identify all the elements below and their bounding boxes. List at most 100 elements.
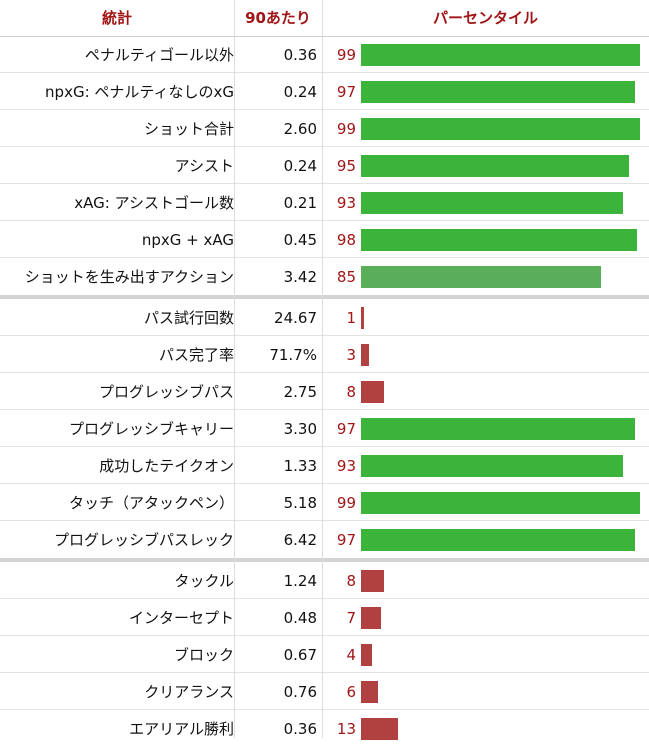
percentile-value: 97 xyxy=(336,83,356,101)
per90-value: 71.7% xyxy=(269,346,317,364)
percentile-value: 99 xyxy=(336,494,356,512)
table-header: 統計 90あたり パーセンタイル xyxy=(0,0,649,37)
percentile-value: 97 xyxy=(336,531,356,549)
table-row: クリアランス 0.76 6 xyxy=(0,674,649,710)
header-per90: 90あたり xyxy=(245,9,311,27)
percentile-value: 6 xyxy=(346,683,356,701)
percentile-value: 3 xyxy=(346,346,356,364)
table-row: ブロック 0.67 4 xyxy=(0,637,649,673)
per90-value: 6.42 xyxy=(283,531,317,549)
row-divider xyxy=(0,146,649,147)
percentile-bar xyxy=(361,81,635,103)
percentile-bar xyxy=(361,529,635,551)
percentile-value: 93 xyxy=(336,194,356,212)
per90-value: 2.75 xyxy=(283,383,317,401)
table-row: タックル 1.24 8 xyxy=(0,563,649,599)
percentile-value: 13 xyxy=(336,720,356,738)
percentile-value: 1 xyxy=(346,309,356,327)
table-row: xAG: アシストゴール数 0.21 93 xyxy=(0,185,649,221)
table-row: ペナルティゴール以外 0.36 99 xyxy=(0,37,649,73)
stat-label: プログレッシブパス xyxy=(98,383,234,401)
row-divider xyxy=(0,635,649,636)
stat-label: プログレッシブキャリー xyxy=(68,420,234,438)
percentile-value: 98 xyxy=(336,231,356,249)
percentile-bar xyxy=(361,266,601,288)
percentile-bar xyxy=(361,229,637,251)
header-stat: 統計 xyxy=(101,9,132,27)
stat-label: ペナルティゴール以外 xyxy=(84,46,234,64)
stat-label: npxG: ペナルティなしのxG xyxy=(45,83,234,101)
row-divider xyxy=(0,672,649,673)
per90-value: 5.18 xyxy=(283,494,317,512)
percentile-bar xyxy=(361,118,640,140)
percentile-bar xyxy=(361,44,640,66)
table-row: パス完了率 71.7% 3 xyxy=(0,337,649,373)
per90-value: 1.33 xyxy=(283,457,317,475)
table-row: ショット合計 2.60 99 xyxy=(0,111,649,147)
stat-label: パス試行回数 xyxy=(143,309,234,327)
table-row: プログレッシブパス 2.75 8 xyxy=(0,374,649,410)
per90-value: 0.21 xyxy=(283,194,317,212)
table-row: エアリアル勝利 0.36 13 xyxy=(0,711,649,747)
table-row: 成功したテイクオン 1.33 93 xyxy=(0,448,649,484)
stat-label: xAG: アシストゴール数 xyxy=(74,194,234,212)
percentile-bar xyxy=(361,192,623,214)
header-percentile: パーセンタイル xyxy=(432,9,538,27)
percentile-bar xyxy=(361,644,372,666)
row-divider xyxy=(0,409,649,410)
stat-label: ショットを生み出すアクション xyxy=(24,268,234,286)
per90-value: 0.36 xyxy=(283,46,317,64)
per90-value: 3.42 xyxy=(283,268,317,286)
row-divider xyxy=(0,257,649,258)
stat-label: エアリアル勝利 xyxy=(129,720,234,738)
percentile-bar xyxy=(361,155,629,177)
per90-value: 0.24 xyxy=(283,83,317,101)
stat-label: ブロック xyxy=(173,646,234,664)
percentile-bar xyxy=(361,607,381,629)
per90-value: 0.24 xyxy=(283,157,317,175)
percentile-value: 4 xyxy=(346,646,356,664)
percentile-value: 7 xyxy=(346,609,356,627)
percentile-bar xyxy=(361,570,384,592)
per90-value: 1.24 xyxy=(283,572,317,590)
row-divider xyxy=(0,483,649,484)
percentile-bar xyxy=(361,681,378,703)
per90-value: 0.76 xyxy=(283,683,317,701)
column-divider xyxy=(322,0,323,738)
table-row: インターセプト 0.48 7 xyxy=(0,600,649,636)
table-row: npxG + xAG 0.45 98 xyxy=(0,222,649,258)
row-divider xyxy=(0,446,649,447)
table-row: アシスト 0.24 95 xyxy=(0,148,649,184)
row-divider xyxy=(0,372,649,373)
group-separator xyxy=(0,295,649,299)
group-separator xyxy=(0,558,649,562)
percentile-value: 99 xyxy=(336,120,356,138)
stat-label: npxG + xAG xyxy=(141,231,234,249)
row-divider xyxy=(0,220,649,221)
percentile-bar xyxy=(361,307,364,329)
percentile-bar xyxy=(361,418,635,440)
stat-label: ショット合計 xyxy=(143,120,234,138)
column-divider xyxy=(234,0,235,738)
percentile-bar xyxy=(361,381,384,403)
table-row: タッチ（アタックペン） 5.18 99 xyxy=(0,485,649,521)
percentile-value: 93 xyxy=(336,457,356,475)
percentile-value: 95 xyxy=(336,157,356,175)
per90-value: 0.48 xyxy=(283,609,317,627)
row-divider xyxy=(0,72,649,73)
table-row: プログレッシブキャリー 3.30 97 xyxy=(0,411,649,447)
row-divider xyxy=(0,109,649,110)
per90-value: 24.67 xyxy=(274,309,317,327)
per90-value: 2.60 xyxy=(283,120,317,138)
percentile-value: 8 xyxy=(346,383,356,401)
percentile-value: 99 xyxy=(336,46,356,64)
stat-label: アシスト xyxy=(174,157,234,175)
percentile-bar xyxy=(361,455,623,477)
table-row: npxG: ペナルティなしのxG 0.24 97 xyxy=(0,74,649,110)
stat-label: タッチ（アタックペン） xyxy=(68,494,234,512)
percentile-bar xyxy=(361,344,369,366)
table-row: パス試行回数 24.67 1 xyxy=(0,300,649,336)
stat-label: 成功したテイクオン xyxy=(99,457,234,475)
row-divider xyxy=(0,183,649,184)
